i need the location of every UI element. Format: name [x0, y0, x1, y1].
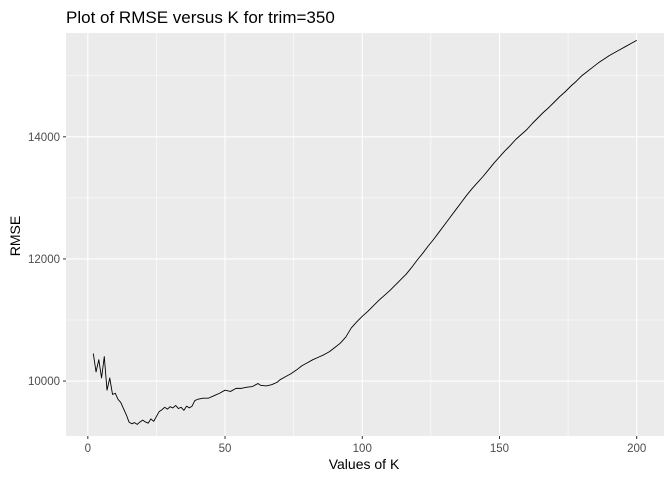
x-tick-label: 0	[85, 443, 91, 455]
series-line-rmse	[92, 39, 637, 425]
y-tick-label: 14000	[28, 132, 60, 144]
major-gridlines	[66, 33, 664, 436]
y-tick-label: 12000	[28, 254, 60, 266]
x-tick-label: 150	[490, 443, 509, 455]
x-tick-label: 200	[627, 443, 646, 455]
y-tick-label: 10000	[28, 376, 60, 388]
plot-panel	[66, 33, 664, 436]
x-axis-ticks: 0 50 100 150 200	[85, 436, 646, 455]
series-layer	[92, 39, 637, 425]
chart-title: Plot of RMSE versus K for trim=350	[66, 8, 335, 27]
y-axis-title: RMSE	[7, 216, 23, 256]
x-tick-label: 100	[353, 443, 372, 455]
x-axis-title: Values of K	[329, 456, 400, 472]
y-axis-ticks: 10000 12000 14000	[28, 132, 66, 388]
x-tick-label: 50	[219, 443, 232, 455]
minor-gridlines	[66, 33, 664, 436]
